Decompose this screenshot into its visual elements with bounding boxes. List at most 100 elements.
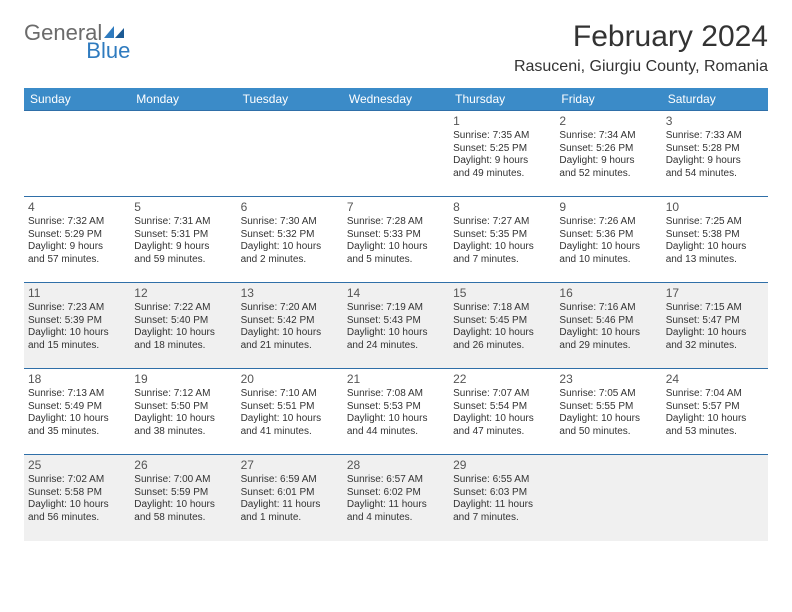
calendar-day-cell: 9Sunrise: 7:26 AMSunset: 5:36 PMDaylight… [555, 197, 661, 283]
daylight-text: and 18 minutes. [134, 340, 232, 353]
daylight-text: and 53 minutes. [666, 426, 764, 439]
daylight-text: Daylight: 11 hours [241, 499, 339, 512]
header: General Blue February 2024 Rasuceni, Giu… [24, 20, 768, 76]
daylight-text: Daylight: 10 hours [347, 241, 445, 254]
daylight-text: and 29 minutes. [559, 340, 657, 353]
calendar-day-cell: 18Sunrise: 7:13 AMSunset: 5:49 PMDayligh… [24, 369, 130, 455]
calendar-day-cell: 29Sunrise: 6:55 AMSunset: 6:03 PMDayligh… [449, 455, 555, 541]
calendar-day-cell: 17Sunrise: 7:15 AMSunset: 5:47 PMDayligh… [662, 283, 768, 369]
sunset-text: Sunset: 5:32 PM [241, 229, 339, 242]
calendar-day-cell: 5Sunrise: 7:31 AMSunset: 5:31 PMDaylight… [130, 197, 236, 283]
sunset-text: Sunset: 5:36 PM [559, 229, 657, 242]
daylight-text: and 32 minutes. [666, 340, 764, 353]
daylight-text: and 26 minutes. [453, 340, 551, 353]
sunrise-text: Sunrise: 7:18 AM [453, 302, 551, 315]
month-title: February 2024 [514, 20, 768, 54]
sunrise-text: Sunrise: 6:59 AM [241, 474, 339, 487]
sunset-text: Sunset: 5:29 PM [28, 229, 126, 242]
sunrise-text: Sunrise: 7:35 AM [453, 130, 551, 143]
calendar-day-cell: 2Sunrise: 7:34 AMSunset: 5:26 PMDaylight… [555, 111, 661, 197]
daylight-text: and 38 minutes. [134, 426, 232, 439]
day-number: 20 [241, 372, 339, 387]
sunrise-text: Sunrise: 6:55 AM [453, 474, 551, 487]
sunrise-text: Sunrise: 7:20 AM [241, 302, 339, 315]
sunset-text: Sunset: 5:25 PM [453, 143, 551, 156]
sunrise-text: Sunrise: 6:57 AM [347, 474, 445, 487]
sunrise-text: Sunrise: 7:27 AM [453, 216, 551, 229]
calendar-week-row: 25Sunrise: 7:02 AMSunset: 5:58 PMDayligh… [24, 455, 768, 541]
calendar-day-cell: 23Sunrise: 7:05 AMSunset: 5:55 PMDayligh… [555, 369, 661, 455]
sunset-text: Sunset: 5:35 PM [453, 229, 551, 242]
sunset-text: Sunset: 5:39 PM [28, 315, 126, 328]
day-number: 21 [347, 372, 445, 387]
calendar-day-cell: 8Sunrise: 7:27 AMSunset: 5:35 PMDaylight… [449, 197, 555, 283]
day-number: 16 [559, 286, 657, 301]
sunset-text: Sunset: 5:38 PM [666, 229, 764, 242]
sunrise-text: Sunrise: 7:15 AM [666, 302, 764, 315]
sunset-text: Sunset: 6:02 PM [347, 487, 445, 500]
day-number: 8 [453, 200, 551, 215]
day-number: 10 [666, 200, 764, 215]
daylight-text: Daylight: 10 hours [559, 413, 657, 426]
day-number: 24 [666, 372, 764, 387]
daylight-text: and 7 minutes. [453, 254, 551, 267]
calendar-day-cell: 11Sunrise: 7:23 AMSunset: 5:39 PMDayligh… [24, 283, 130, 369]
sunset-text: Sunset: 5:45 PM [453, 315, 551, 328]
day-number: 15 [453, 286, 551, 301]
calendar-day-cell: 25Sunrise: 7:02 AMSunset: 5:58 PMDayligh… [24, 455, 130, 541]
daylight-text: Daylight: 10 hours [28, 327, 126, 340]
daylight-text: and 10 minutes. [559, 254, 657, 267]
day-number: 29 [453, 458, 551, 473]
daylight-text: Daylight: 9 hours [559, 155, 657, 168]
sunset-text: Sunset: 5:31 PM [134, 229, 232, 242]
sunrise-text: Sunrise: 7:05 AM [559, 388, 657, 401]
calendar-day-cell [24, 111, 130, 197]
calendar-day-cell: 19Sunrise: 7:12 AMSunset: 5:50 PMDayligh… [130, 369, 236, 455]
sunset-text: Sunset: 5:43 PM [347, 315, 445, 328]
daylight-text: and 24 minutes. [347, 340, 445, 353]
daylight-text: Daylight: 11 hours [347, 499, 445, 512]
calendar-day-cell: 20Sunrise: 7:10 AMSunset: 5:51 PMDayligh… [237, 369, 343, 455]
sunrise-text: Sunrise: 7:12 AM [134, 388, 232, 401]
weekday-header: Wednesday [343, 88, 449, 111]
calendar-day-cell [130, 111, 236, 197]
daylight-text: Daylight: 9 hours [666, 155, 764, 168]
calendar-body: 1Sunrise: 7:35 AMSunset: 5:25 PM Daylight… [24, 111, 768, 541]
daylight-text: Daylight: 10 hours [134, 499, 232, 512]
calendar-day-cell: 16Sunrise: 7:16 AMSunset: 5:46 PMDayligh… [555, 283, 661, 369]
calendar-day-cell [555, 455, 661, 541]
daylight-text: and 49 minutes. [453, 168, 551, 181]
sunset-text: Sunset: 5:40 PM [134, 315, 232, 328]
sunset-text: Sunset: 5:50 PM [134, 401, 232, 414]
daylight-text: and 47 minutes. [453, 426, 551, 439]
day-number: 9 [559, 200, 657, 215]
sunrise-text: Sunrise: 7:08 AM [347, 388, 445, 401]
calendar-day-cell: 26Sunrise: 7:00 AMSunset: 5:59 PMDayligh… [130, 455, 236, 541]
sunrise-text: Sunrise: 7:22 AM [134, 302, 232, 315]
calendar-day-cell: 15Sunrise: 7:18 AMSunset: 5:45 PMDayligh… [449, 283, 555, 369]
calendar-day-cell: 1Sunrise: 7:35 AMSunset: 5:25 PMDaylight… [449, 111, 555, 197]
calendar-day-cell [237, 111, 343, 197]
sunrise-text: Sunrise: 7:34 AM [559, 130, 657, 143]
daylight-text: and 41 minutes. [241, 426, 339, 439]
day-number: 1 [453, 114, 551, 129]
sunset-text: Sunset: 5:28 PM [666, 143, 764, 156]
sunset-text: Sunset: 5:42 PM [241, 315, 339, 328]
sunrise-text: Sunrise: 7:31 AM [134, 216, 232, 229]
sunrise-text: Sunrise: 7:10 AM [241, 388, 339, 401]
weekday-header: Tuesday [237, 88, 343, 111]
daylight-text: Daylight: 11 hours [453, 499, 551, 512]
daylight-text: and 54 minutes. [666, 168, 764, 181]
day-number: 17 [666, 286, 764, 301]
day-number: 27 [241, 458, 339, 473]
sunset-text: Sunset: 5:58 PM [28, 487, 126, 500]
daylight-text: Daylight: 10 hours [28, 413, 126, 426]
day-number: 18 [28, 372, 126, 387]
calendar-week-row: 18Sunrise: 7:13 AMSunset: 5:49 PMDayligh… [24, 369, 768, 455]
daylight-text: Daylight: 10 hours [559, 327, 657, 340]
calendar-day-cell: 21Sunrise: 7:08 AMSunset: 5:53 PMDayligh… [343, 369, 449, 455]
calendar-page: General Blue February 2024 Rasuceni, Giu… [0, 0, 792, 561]
calendar-day-cell: 3Sunrise: 7:33 AMSunset: 5:28 PMDaylight… [662, 111, 768, 197]
day-number: 4 [28, 200, 126, 215]
weekday-header: Sunday [24, 88, 130, 111]
